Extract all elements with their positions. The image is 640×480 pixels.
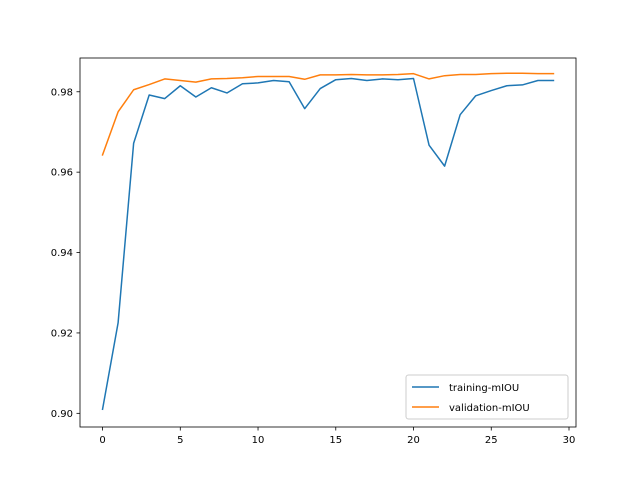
series-line-training-mIOU [101,77,555,411]
x-tick-label: 5 [177,435,183,446]
series-lines [101,72,555,411]
plot-frame [79,57,577,428]
y-tick-label: 0.94 [51,248,73,259]
plot-area [80,58,576,427]
x-tick-label: 15 [329,435,342,446]
y-tick-label: 0.98 [51,87,73,98]
x-tick-label: 0 [99,435,105,446]
legend-label: validation-mIOU [449,403,530,414]
x-tick-label: 10 [252,435,265,446]
x-axis: 0 5 10 15 20 25 30 [99,427,575,446]
x-tick-label: 30 [563,435,576,446]
x-tick-label: 20 [407,435,420,446]
series-line-validation-mIOU [101,72,555,156]
y-axis: 0.90 0.92 0.94 0.96 0.98 [51,87,80,420]
y-tick-label: 0.96 [51,168,73,179]
y-tick-label: 0.92 [51,328,73,339]
y-tick-label: 0.90 [51,409,73,420]
legend: training-mIOU validation-mIOU [405,374,569,420]
x-tick-label: 25 [485,435,498,446]
legend-label: training-mIOU [449,383,519,394]
legend-box [405,374,569,420]
